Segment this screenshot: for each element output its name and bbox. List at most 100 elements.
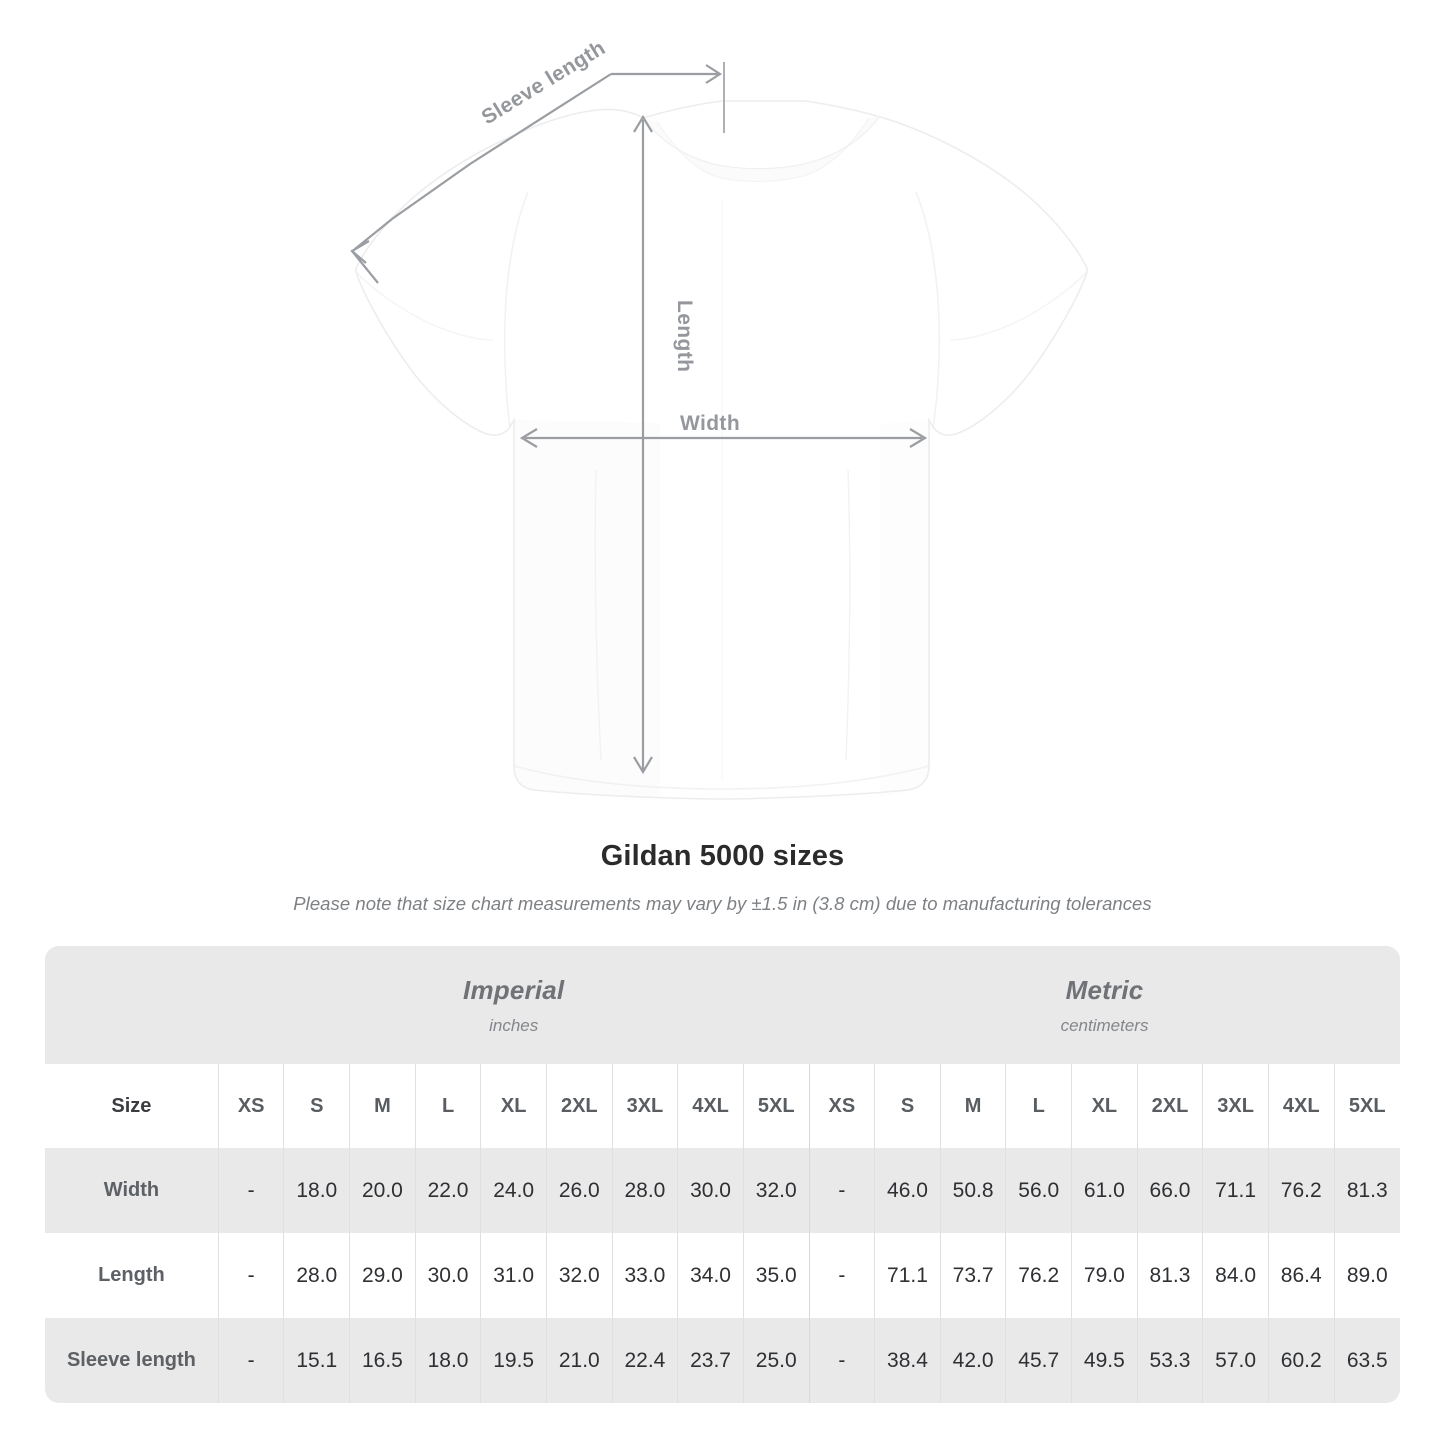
cell-length-metric-3xl: 84.0 <box>1202 1233 1269 1318</box>
cell-sleeve-metric-xs: - <box>808 1318 875 1403</box>
cell-width-metric-l: 56.0 <box>1005 1148 1072 1233</box>
cell-length-metric-5xl: 89.0 <box>1333 1233 1400 1318</box>
cell-width-imperial-5xl: 32.0 <box>742 1148 810 1233</box>
cell-width-imperial-2xl: 26.0 <box>545 1148 613 1233</box>
cell-width-imperial-4xl: 30.0 <box>677 1148 744 1233</box>
cell-length-imperial-2xl: 32.0 <box>545 1233 613 1318</box>
unit-sub-metric: centimeters <box>1060 1015 1149 1035</box>
cell-width-metric-xl: 61.0 <box>1071 1148 1138 1233</box>
cell-width-imperial-l: 22.0 <box>414 1148 481 1233</box>
cell-sleeve-metric-2xl: 53.3 <box>1136 1318 1203 1403</box>
size-header-imperial-4xl: 4XL <box>677 1064 744 1148</box>
cell-width-metric-4xl: 76.2 <box>1267 1148 1335 1233</box>
cell-width-metric-5xl: 81.3 <box>1333 1148 1400 1233</box>
size-header-metric-2xl: 2XL <box>1136 1064 1203 1148</box>
cell-length-imperial-5xl: 35.0 <box>742 1233 810 1318</box>
cell-width-imperial-3xl: 28.0 <box>611 1148 678 1233</box>
cell-sleeve-imperial-2xl: 21.0 <box>545 1318 613 1403</box>
cell-sleeve-metric-3xl: 57.0 <box>1202 1318 1269 1403</box>
cell-width-imperial-m: 20.0 <box>349 1148 416 1233</box>
cell-sleeve-metric-m: 42.0 <box>939 1318 1006 1403</box>
cell-width-metric-m: 50.8 <box>939 1148 1006 1233</box>
size-header-imperial-5xl: 5XL <box>742 1064 810 1148</box>
row-label-sleeve-length: Sleeve length <box>45 1318 219 1403</box>
size-header-imperial-m: M <box>349 1064 416 1148</box>
chart-heading: Gildan 5000 sizes Please note that size … <box>0 840 1445 915</box>
table-row: Length - 28.0 29.0 30.0 31.0 32.0 33.0 3… <box>45 1233 1400 1318</box>
cell-length-metric-2xl: 81.3 <box>1136 1233 1203 1318</box>
cell-width-imperial-xs: - <box>217 1148 284 1233</box>
unit-header-row: Imperial inches Metric centimeters <box>45 946 1400 1064</box>
row-label-length: Length <box>45 1233 219 1318</box>
tshirt-measurement-diagram: Sleeve length Length Width <box>350 36 1088 800</box>
size-header-metric-3xl: 3XL <box>1202 1064 1269 1148</box>
tolerance-note: Please note that size chart measurements… <box>293 893 1152 914</box>
size-header-label: Size <box>45 1064 219 1148</box>
size-header-imperial-xs: XS <box>217 1064 284 1148</box>
cell-width-imperial-s: 18.0 <box>283 1148 350 1233</box>
size-header-imperial-2xl: 2XL <box>545 1064 613 1148</box>
length-dimension: Length <box>633 114 696 775</box>
size-header-row: Size XS S M L XL 2XL 3XL 4XL 5XL XS S M … <box>45 1064 1400 1148</box>
cell-length-metric-l: 76.2 <box>1005 1233 1072 1318</box>
cell-length-metric-xl: 79.0 <box>1071 1233 1138 1318</box>
size-header-imperial-l: L <box>414 1064 481 1148</box>
cell-sleeve-imperial-3xl: 22.4 <box>611 1318 678 1403</box>
unit-name-metric: Metric <box>1065 974 1144 1005</box>
cell-length-imperial-4xl: 34.0 <box>677 1233 744 1318</box>
cell-sleeve-imperial-xs: - <box>217 1318 284 1403</box>
cell-length-imperial-l: 30.0 <box>414 1233 481 1318</box>
cell-length-metric-s: 71.1 <box>874 1233 941 1318</box>
cell-sleeve-metric-4xl: 60.2 <box>1267 1318 1335 1403</box>
cell-length-imperial-xs: - <box>217 1233 284 1318</box>
cell-length-imperial-xl: 31.0 <box>480 1233 547 1318</box>
cell-width-metric-2xl: 66.0 <box>1136 1148 1203 1233</box>
size-table-container: Imperial inches Metric centimeters Size … <box>45 946 1400 1403</box>
size-header-metric-s: S <box>874 1064 941 1148</box>
cell-width-imperial-xl: 24.0 <box>480 1148 547 1233</box>
size-header-metric-5xl: 5XL <box>1333 1064 1400 1148</box>
unit-header-spacer <box>45 946 219 1064</box>
cell-width-metric-xs: - <box>808 1148 875 1233</box>
cell-sleeve-imperial-5xl: 25.0 <box>742 1318 810 1403</box>
size-header-metric-l: L <box>1005 1064 1072 1148</box>
cell-sleeve-imperial-4xl: 23.7 <box>677 1318 744 1403</box>
row-label-width: Width <box>45 1148 219 1233</box>
unit-name-imperial: Imperial <box>463 974 565 1005</box>
cell-sleeve-imperial-xl: 19.5 <box>480 1318 547 1403</box>
size-header-metric-m: M <box>939 1064 1006 1148</box>
page-title: Gildan 5000 sizes <box>600 840 845 872</box>
cell-sleeve-metric-l: 45.7 <box>1005 1318 1072 1403</box>
length-label: Length <box>673 300 696 372</box>
cell-length-metric-m: 73.7 <box>939 1233 1006 1318</box>
cell-width-metric-s: 46.0 <box>874 1148 941 1233</box>
cell-length-metric-4xl: 86.4 <box>1267 1233 1335 1318</box>
cell-length-imperial-m: 29.0 <box>349 1233 416 1318</box>
cell-length-metric-xs: - <box>808 1233 875 1318</box>
cell-width-metric-3xl: 71.1 <box>1202 1148 1269 1233</box>
size-header-metric-xs: XS <box>808 1064 875 1148</box>
cell-length-imperial-s: 28.0 <box>283 1233 350 1318</box>
unit-group-metric: Metric centimeters <box>809 946 1400 1064</box>
size-header-imperial-3xl: 3XL <box>611 1064 678 1148</box>
tshirt-graphic <box>355 100 1088 800</box>
cell-sleeve-metric-s: 38.4 <box>874 1318 941 1403</box>
size-header-imperial-xl: XL <box>480 1064 547 1148</box>
size-header-imperial-s: S <box>283 1064 350 1148</box>
width-dimension: Width <box>519 412 928 448</box>
cell-sleeve-metric-5xl: 63.5 <box>1333 1318 1400 1403</box>
cell-sleeve-imperial-s: 15.1 <box>283 1318 350 1403</box>
size-header-metric-4xl: 4XL <box>1267 1064 1335 1148</box>
size-chart-table: Imperial inches Metric centimeters Size … <box>45 946 1400 1403</box>
cell-length-imperial-3xl: 33.0 <box>611 1233 678 1318</box>
unit-sub-imperial: inches <box>489 1015 539 1035</box>
cell-sleeve-metric-xl: 49.5 <box>1071 1318 1138 1403</box>
width-label: Width <box>680 412 740 435</box>
cell-sleeve-imperial-m: 16.5 <box>349 1318 416 1403</box>
table-row: Width - 18.0 20.0 22.0 24.0 26.0 28.0 30… <box>45 1148 1400 1233</box>
size-header-metric-xl: XL <box>1071 1064 1138 1148</box>
table-row: Sleeve length - 15.1 16.5 18.0 19.5 21.0… <box>45 1318 1400 1403</box>
cell-sleeve-imperial-l: 18.0 <box>414 1318 481 1403</box>
unit-group-imperial: Imperial inches <box>218 946 810 1064</box>
